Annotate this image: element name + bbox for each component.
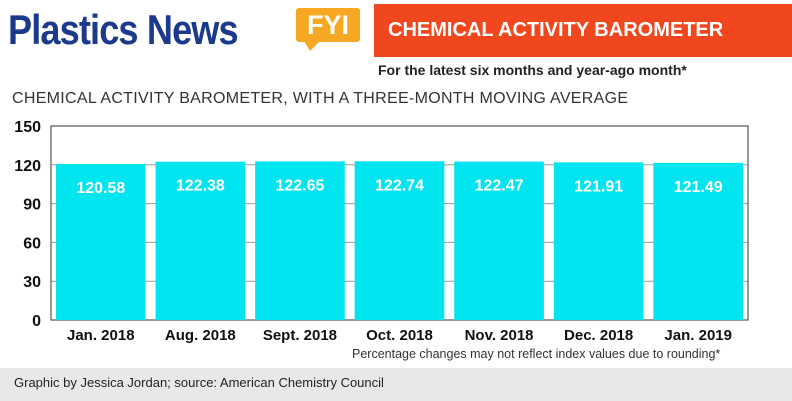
rounding-footnote: Percentage changes may not reflect index… [352, 347, 721, 361]
bar [255, 161, 345, 320]
bar-value-label: 122.47 [475, 178, 524, 195]
x-tick-label: Dec. 2018 [564, 327, 633, 344]
brand-logo: Plastics News [8, 6, 239, 53]
x-tick-label: Jan. 2018 [67, 327, 135, 344]
bar-chart: 150 120 90 60 30 0 120.58 Jan. 2018 122.38 Aug. 2… [14, 119, 749, 344]
x-tick-label: Jan. 2019 [664, 327, 732, 344]
bar-value-label: 122.65 [275, 177, 324, 194]
credit-bar [0, 368, 792, 401]
bar-value-label: 121.91 [574, 178, 623, 195]
credit-text: Graphic by Jessica Jordan; source: Ameri… [14, 375, 384, 390]
x-tick-label: Sept. 2018 [263, 327, 337, 344]
y-tick-label: 150 [14, 119, 41, 136]
fyi-badge: FYI [296, 8, 360, 42]
bar-value-label: 120.58 [76, 180, 125, 197]
bar [354, 161, 445, 320]
bar [454, 161, 544, 320]
fyi-badge-tail [304, 41, 320, 51]
x-tick-label: Aug. 2018 [165, 327, 236, 344]
bar-value-label: 122.74 [375, 177, 424, 194]
chart-title: CHEMICAL ACTIVITY BAROMETER, WITH A THRE… [12, 90, 629, 107]
y-tick-label: 30 [23, 274, 41, 291]
y-tick-label: 120 [14, 158, 41, 175]
y-tick-label: 60 [23, 235, 41, 252]
bar [553, 162, 644, 320]
title-banner [374, 4, 792, 57]
bar-value-label: 122.38 [176, 178, 225, 195]
banner-title: CHEMICAL ACTIVITY BAROMETER [388, 19, 724, 41]
x-tick-label: Oct. 2018 [366, 327, 433, 344]
x-tick-label: Nov. 2018 [465, 327, 534, 344]
bar-value-label: 121.49 [674, 179, 723, 196]
bar [55, 164, 146, 320]
y-tick-label: 90 [23, 197, 41, 214]
bar [653, 162, 744, 320]
subtitle: For the latest six months and year-ago m… [378, 62, 687, 78]
bar [155, 161, 246, 320]
y-tick-label: 0 [32, 313, 41, 330]
